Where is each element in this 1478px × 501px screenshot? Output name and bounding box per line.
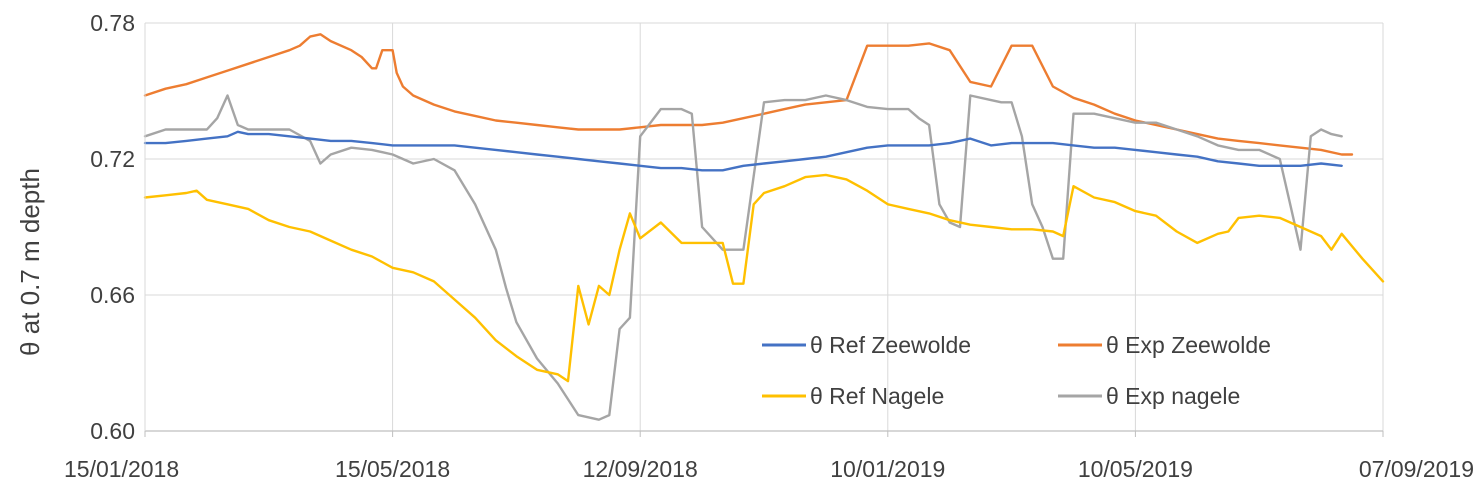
y-tick-label: 0.66 [90, 282, 135, 308]
series-lines [143, 33, 1385, 421]
x-tick-label: 15/01/2018 [64, 456, 179, 482]
legend-label-3: θ Exp nagele [1106, 383, 1240, 409]
axes [144, 23, 1383, 432]
legend-label-0: θ Ref Zeewolde [810, 332, 971, 358]
series-line-2 [143, 173, 1385, 383]
x-tick-label: 07/09/2019 [1359, 456, 1474, 482]
x-tick-labels: 15/01/2018 15/05/2018 12/09/2018 10/01/2019… [64, 456, 1474, 482]
series-line-3 [143, 94, 1343, 421]
x-tick-label: 15/05/2018 [335, 456, 450, 482]
legend-label-2: θ Ref Nagele [810, 383, 944, 409]
x-tick-label: 10/05/2019 [1078, 456, 1193, 482]
x-tick-label: 10/01/2019 [830, 456, 945, 482]
y-tick-label: 0.72 [90, 146, 135, 172]
x-tick-label: 12/09/2018 [583, 456, 698, 482]
series-line-0 [143, 130, 1343, 172]
gridlines [144, 22, 1384, 437]
legend-label-1: θ Exp Zeewolde [1106, 332, 1271, 358]
legend: θ Ref Zeewolde θ Exp Zeewolde θ Ref Nagele… [762, 332, 1271, 409]
y-axis-title: θ at 0.7 m depth [15, 168, 45, 356]
series-line-1 [143, 33, 1354, 156]
y-tick-labels: 0.60 0.66 0.72 0.78 [90, 10, 135, 444]
y-tick-label: 0.78 [90, 10, 135, 36]
y-tick-label: 0.60 [90, 418, 135, 444]
